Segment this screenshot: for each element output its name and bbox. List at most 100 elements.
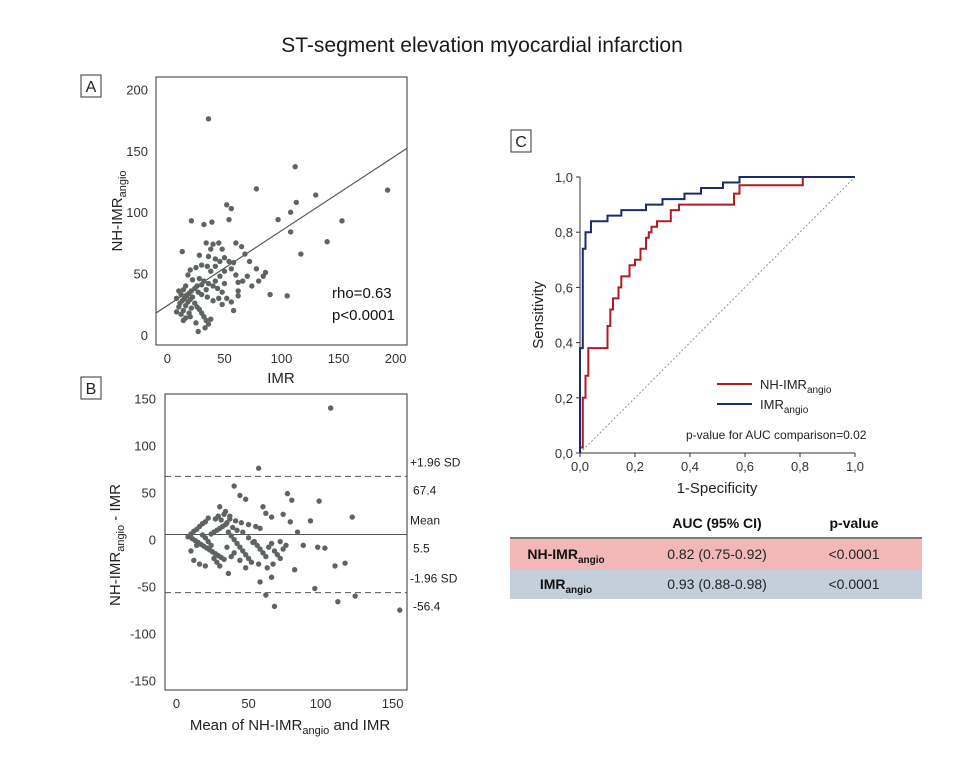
panel-c-label: C <box>515 134 527 151</box>
panel-b-point-15 <box>217 504 223 510</box>
panel-b-point-10 <box>287 519 294 525</box>
legend-label-nh-imr-main: NH-IMR <box>760 377 807 392</box>
panel-a-point-15 <box>201 221 207 228</box>
panel-a-point-51 <box>189 277 196 283</box>
panel-a-point-8 <box>339 218 345 224</box>
panel-c-x-tick-1: 0,2 <box>626 459 644 474</box>
panel-a-point-64 <box>195 289 201 295</box>
panel-b-x-axis-title-pre: Mean of NH-IMR <box>190 717 303 734</box>
panel-b-x-axis-title: Mean of NH-IMRangio and IMR <box>190 717 390 737</box>
panel-b-y-tick-5: -100 <box>130 627 156 642</box>
panel-a-point-40 <box>233 272 239 278</box>
panel-a-point-79 <box>189 294 196 300</box>
panel-b-point-117 <box>228 553 234 560</box>
panel-b-points <box>185 405 403 613</box>
panel-b-point-42 <box>221 556 227 563</box>
panel-a-point-54 <box>205 280 212 287</box>
panel-a-point-33 <box>253 266 260 272</box>
panel-b-point-72 <box>211 555 217 562</box>
panel-a-point-104 <box>262 269 269 276</box>
panel-b-point-55 <box>242 551 249 558</box>
panel-b-point-88 <box>245 535 252 541</box>
table-header-auc: AUC (95% CI) <box>672 515 761 531</box>
panel-a-point-47 <box>198 262 205 268</box>
panel-a-point-32 <box>246 258 253 265</box>
panel-b-point-70 <box>205 538 211 545</box>
panel-b-point-82 <box>221 511 227 517</box>
panel-b-point-89 <box>250 539 256 546</box>
panel-a-x-ticks: 0 50 100 150 200 <box>164 351 407 366</box>
auc-table: AUC (95% CI) p-value NH-IMRangio 0.82 (0… <box>510 515 922 599</box>
panel-a-point-30 <box>230 259 237 266</box>
panel-b-reference-label-top-2: -1.96 SD <box>410 572 458 586</box>
panel-a-point-14 <box>188 218 195 224</box>
panel-b-plot-area <box>164 393 408 691</box>
panel-a-point-43 <box>217 273 223 279</box>
panel-b-point-56 <box>245 555 252 562</box>
panel-a-point-113 <box>188 305 195 311</box>
panel-a-point-5 <box>275 216 281 223</box>
panel-b-point-92 <box>270 561 276 567</box>
panel-b-point-95 <box>322 545 328 551</box>
panel-b-reference-label-value-1: 5.5 <box>413 541 430 555</box>
panel-b-x-tick-3: 150 <box>382 696 404 711</box>
panel-a-point-112 <box>219 301 225 308</box>
panel-c-x-ticks: 0,0 0,2 0,4 0,6 0,8 1,0 <box>571 453 864 474</box>
panel-a-point-13 <box>228 205 234 212</box>
panel-a-x-tick-0: 0 <box>164 351 171 366</box>
panel-b-point-30 <box>185 534 191 540</box>
panel-c-y-ticks: 0,0 0,2 0,4 0,6 0,8 1,0 <box>555 170 580 461</box>
panel-a-point-96 <box>182 283 189 289</box>
panel-a-point-44 <box>212 263 219 270</box>
panel-b-point-14 <box>268 514 275 520</box>
panel-a-y-tick-4: 200 <box>126 82 148 97</box>
panel-a-point-49 <box>187 267 193 273</box>
panel-b-point-83 <box>224 520 230 526</box>
panel-b-y-tick-3: 0 <box>149 533 156 548</box>
panel-c-y-tick-5: 1,0 <box>555 170 573 185</box>
panel-a-point-23 <box>233 240 239 246</box>
panel-b-point-52 <box>234 540 240 547</box>
panel-b-x-tick-2: 100 <box>310 696 332 711</box>
panel-b-y-tick-0: 150 <box>134 392 156 407</box>
panel-a-point-55 <box>210 283 216 289</box>
panel-b-label-box <box>80 376 102 400</box>
panel-b-point-8 <box>349 514 355 520</box>
panel-a-point-26 <box>196 252 203 258</box>
panel-b-point-4 <box>242 496 249 502</box>
panel-b-y-tick-4: -50 <box>137 580 156 595</box>
panel-b-point-63 <box>266 544 272 550</box>
panel-b-reference-label-value-2: -56.4 <box>413 600 441 614</box>
panel-a-point-106 <box>217 258 223 265</box>
panel-b-point-59 <box>254 542 260 548</box>
panel-b-point-50 <box>228 533 234 539</box>
panel-b-point-85 <box>230 524 236 531</box>
table-row-nh-imr-label-main: NH-IMR <box>527 546 578 562</box>
panel-b-point-71 <box>208 542 214 548</box>
panel-a-point-4 <box>253 186 260 192</box>
roc-curve-imr-angio <box>579 176 855 453</box>
panel-a-point-0 <box>205 116 212 122</box>
legend-label-nh-imr: NH-IMRangio <box>760 377 832 396</box>
panel-a-x-tick-3: 150 <box>328 351 350 366</box>
panel-b-point-97 <box>342 560 348 566</box>
panel-a-point-99 <box>203 286 209 293</box>
panel-a-point-89 <box>195 328 201 335</box>
table-row-imr-auc: 0.93 (0.88-0.98) <box>667 576 767 592</box>
panel-b-point-62 <box>263 553 269 560</box>
panel-b-y-axis-title-sub: angio <box>115 525 127 552</box>
panel-b-reference-label-top-1: Mean <box>410 513 440 527</box>
panel-b-point-20 <box>245 521 252 528</box>
panel-a-y-axis-title-main: NH-IMR <box>109 197 126 251</box>
panel-a-point-101 <box>235 288 241 294</box>
panel-a-point-11 <box>298 251 304 257</box>
panel-b-point-100 <box>312 585 318 592</box>
roc-curve-nh-imr-angio <box>579 176 855 453</box>
panel-c-label-box <box>510 129 532 153</box>
panel-b-label: B <box>86 381 97 398</box>
table-header-p-value: p-value <box>829 515 878 531</box>
panel-b-reference-label-top-0: +1.96 SD <box>410 455 461 469</box>
panel-b-point-65 <box>271 548 278 554</box>
panel-a-point-10 <box>324 239 330 245</box>
